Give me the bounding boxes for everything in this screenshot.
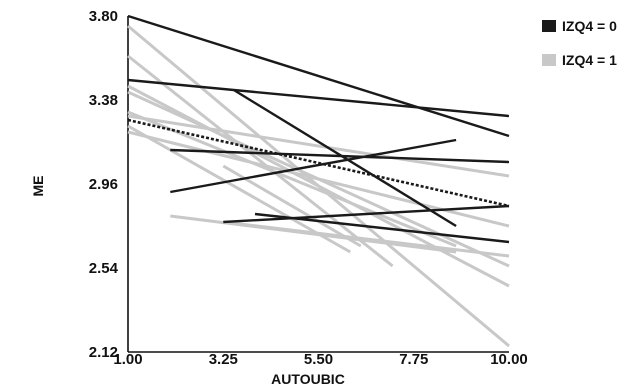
legend-swatch [542,54,556,66]
series-line-izq4-0-15 [170,138,457,194]
x-tick-label: 10.00 [490,351,528,368]
tick-labels: 1.00 3.25 5.50 7.75 10.00 2.12 2.54 2.96 3.38 3.8… [89,8,528,368]
x-tick-label: 7.75 [399,351,428,368]
axes [127,16,509,353]
series-group-izq4-0 [127,14,510,244]
series-line-izq4-0-11 [127,14,510,138]
y-tick-label: 3.38 [89,92,118,109]
y-tick-label: 2.96 [89,176,118,193]
series-group-izq4-1 [127,24,510,348]
legend: IZQ4 = 0 IZQ4 = 1 [542,18,617,68]
series-line-izq4-1-4 [127,110,457,248]
series-line-izq4-0-13 [233,88,457,228]
y-axis-title: ME [30,176,46,197]
x-tick-label: 3.25 [209,351,238,368]
legend-swatch [542,20,556,32]
series-line-izq4-0-14 [170,148,510,164]
x-axis-title: AUTOUBIC [271,371,345,387]
series-line-average [127,118,510,208]
x-tick-label: 5.50 [304,351,333,368]
series-line-izq4-1-9 [223,220,510,258]
y-tick-label: 2.12 [89,344,118,361]
series-line-izq4-0-17 [254,212,510,244]
series-line-izq4-1-2 [127,84,510,288]
series-line-izq4-0-16 [223,204,510,224]
y-tick-label: 2.54 [89,260,119,277]
series-line-izq4-0-12 [127,78,510,118]
legend-label: IZQ4 = 0 [562,18,617,34]
y-tick-label: 3.80 [89,8,118,25]
series-line-izq4-1-7 [127,124,352,254]
series-line-izq4-1-1 [127,54,394,268]
legend-label: IZQ4 = 1 [562,52,617,68]
series-line-izq4-1-5 [127,114,510,178]
x-tick-label: 1.00 [113,351,142,368]
